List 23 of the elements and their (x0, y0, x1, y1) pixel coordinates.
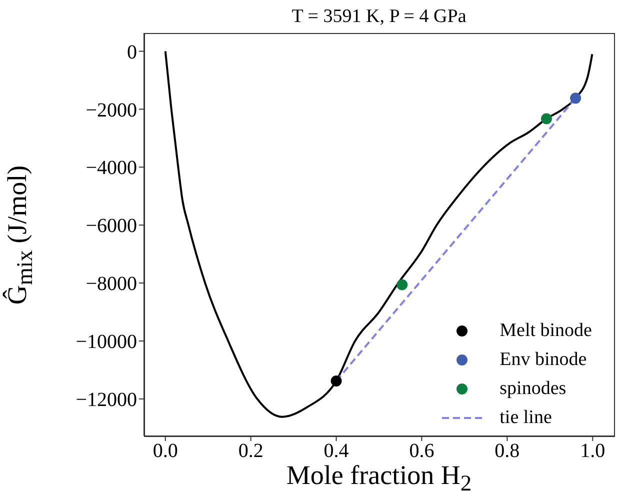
y-tick-label: −2000 (86, 99, 137, 122)
chart-title: T = 3591 K, P = 4 GPa (290, 6, 468, 28)
x-axis-title: Mole fraction H$_{2}$ (286, 460, 472, 496)
point (396, 279, 408, 290)
x-tick-label: 0.8 (494, 440, 520, 462)
y-tick-label: −6000 (86, 215, 137, 238)
x-tick-label: 0.0 (152, 440, 178, 462)
point (330, 375, 342, 386)
x-tick-label: 1.0 (580, 440, 606, 462)
legend-label: Env binode (500, 348, 587, 372)
x-tick-label: 0.2 (238, 440, 264, 462)
y-tick-label: −10000 (76, 331, 137, 354)
legend-label: spinodes (500, 377, 566, 401)
y-tick-label: −12000 (76, 389, 137, 412)
point (570, 92, 582, 104)
y-tick-label: 0 (127, 41, 137, 64)
y-tick-label: −4000 (86, 157, 137, 180)
x-tick-label: 0.4 (324, 440, 349, 462)
legend-label: Melt binode (500, 319, 592, 343)
x-tick-label: 0.6 (409, 440, 434, 462)
y-tick-label: −8000 (86, 273, 137, 296)
legend-label: tie line (500, 406, 552, 430)
point (540, 113, 552, 124)
